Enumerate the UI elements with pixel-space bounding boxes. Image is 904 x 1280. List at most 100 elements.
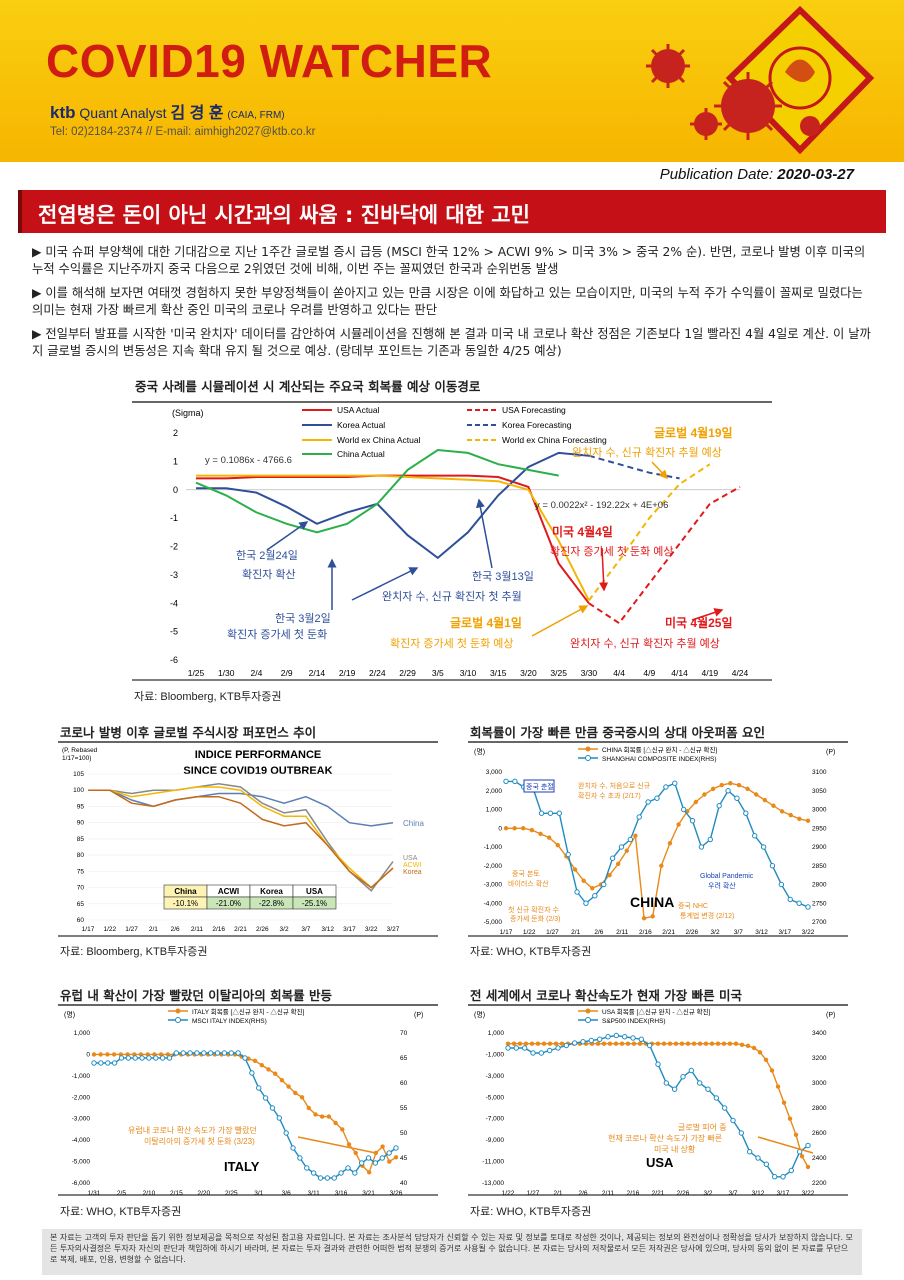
perf-table-header: Korea <box>260 887 283 896</box>
y2tick: 2200 <box>812 1180 827 1187</box>
main-series-world-ex-china-forecasting <box>588 463 711 602</box>
perf-xtick: 3/17 <box>343 926 356 933</box>
china-ann-a4: 첫 신규 확진자 수 <box>508 905 559 914</box>
ytick: -7,000 <box>486 1116 505 1123</box>
main-xtick: 3/30 <box>581 668 598 678</box>
index-point <box>636 814 642 820</box>
index-point <box>521 1045 528 1051</box>
report-header: COVID19 WATCHER ktb Quant Analyst 김 경 훈 … <box>0 0 904 162</box>
china-chart: (명) (P) CHINA 회복률 [△신규 완치 - △신규 확진] SHAN… <box>468 741 848 937</box>
perf-ytick: 95 <box>77 803 85 810</box>
perf-xtick: 2/26 <box>256 926 269 933</box>
recovery-point <box>793 1132 799 1137</box>
recovery-point <box>521 826 526 831</box>
recovery-point <box>511 1041 517 1046</box>
y2tick: 3000 <box>812 807 827 814</box>
china-ann-a2b: 확진자 수 초과 (2/17) <box>578 791 641 800</box>
main-series-korea-forecasting <box>588 454 680 480</box>
main-series-usa-actual <box>196 474 590 604</box>
recovery-point <box>366 1170 372 1175</box>
perf-xtick: 2/1 <box>149 926 158 933</box>
recovery-point <box>633 833 638 838</box>
index-point <box>696 1080 703 1086</box>
main-ytick: -6 <box>170 655 178 665</box>
analyst-contact: Tel: 02)2184-2374 // E-mail: aimhigh2027… <box>50 126 316 138</box>
italy-chart-title: 유럽 내 확산이 가장 빨랐던 이탈리아의 회복률 반등 <box>60 988 332 1003</box>
recovery-point <box>595 1041 601 1046</box>
ytick: 2,000 <box>486 788 503 795</box>
recovery-point <box>751 1045 757 1051</box>
y2tick: 2700 <box>812 919 827 926</box>
xtick: 1/17 <box>500 929 513 936</box>
xtick: 3/16 <box>335 1190 348 1197</box>
italy-ann2: 이탈리아의 증가세 첫 둔화 (3/23) <box>144 1136 255 1146</box>
y2tick: 2400 <box>812 1155 827 1162</box>
usa-legend1: USA 회복률 [△신규 완치 - △신규 확진] <box>602 1007 711 1016</box>
ann-g419b: 완치자 수, 신규 확진자 추월 예상 <box>572 446 722 459</box>
perf-xtick: 3/22 <box>365 926 378 933</box>
recovery-point <box>703 1041 709 1046</box>
recovery-point <box>667 1041 673 1046</box>
perf-xtick: 2/21 <box>234 926 247 933</box>
index-point <box>780 1174 786 1180</box>
index-point <box>512 778 518 785</box>
recovery-point <box>631 1041 637 1046</box>
recovery-point <box>505 1041 511 1046</box>
index-point <box>242 1055 248 1061</box>
index-point <box>763 1161 770 1167</box>
ann-k32b: 확진자 증가세 첫 둔화 <box>227 628 327 641</box>
recovery-point <box>503 826 509 831</box>
recovery-point <box>590 886 595 891</box>
y2tick: 2950 <box>812 825 827 832</box>
perf-ytick: 80 <box>77 852 85 859</box>
y2tick: 45 <box>400 1155 408 1162</box>
xtick: 2/11 <box>616 929 629 936</box>
ann-u425a: 미국 4월25일 <box>665 615 733 630</box>
index-point <box>338 1170 344 1176</box>
perf-table-header: China <box>174 887 197 896</box>
xtick: 2/20 <box>197 1190 210 1197</box>
ann-k32a: 한국 3월2일 <box>275 611 331 625</box>
xtick: 3/6 <box>282 1190 291 1197</box>
ytick: 0 <box>498 825 502 832</box>
y2tick: 2850 <box>812 863 827 870</box>
ann-u425b: 완치자 수, 신규 확진자 추월 예상 <box>570 637 720 650</box>
y2tick: 60 <box>400 1080 408 1087</box>
italy-chart-source: 자료: WHO, KTB투자증권 <box>60 1206 182 1218</box>
xtick: 3/21 <box>362 1190 375 1197</box>
index-point <box>111 1060 118 1066</box>
perf-ytick: 100 <box>73 787 84 794</box>
index-point <box>596 1036 603 1042</box>
index-point <box>571 1040 578 1046</box>
analyst-name: 김 경 훈 <box>170 105 224 122</box>
recovery-point <box>340 1127 345 1132</box>
xtick: 3/22 <box>802 1190 815 1197</box>
perf-ytick: 75 <box>77 868 85 875</box>
index-point <box>755 1155 761 1161</box>
recovery-point <box>721 1041 727 1046</box>
main-xtick: 2/29 <box>399 668 416 678</box>
index-point <box>159 1055 166 1061</box>
xtick: 1/22 <box>523 929 536 936</box>
main-xtick: 4/24 <box>732 668 749 678</box>
perf-chart: (P, Rebased 1/17=100) INDICE PERFORMANCE… <box>58 741 438 937</box>
ytick: -4,000 <box>484 900 503 907</box>
main-series-world-ex-china-actual <box>196 474 590 601</box>
main-series-korea-actual <box>196 451 589 560</box>
index-point <box>324 1175 331 1181</box>
xtick: 1/22 <box>502 1190 515 1197</box>
recovery-point <box>252 1058 258 1064</box>
index-point <box>730 1117 736 1124</box>
index-point <box>805 904 811 910</box>
recovery-point <box>625 1041 631 1046</box>
y2tick: 2800 <box>812 1105 827 1112</box>
recovery-point <box>555 842 560 848</box>
china-ann-a4b: 증가세 둔화 (2/3) <box>510 914 560 923</box>
recovery-point <box>393 1155 399 1160</box>
recovery-point <box>607 1041 613 1046</box>
xtick: 3/7 <box>734 929 743 936</box>
recovery-line <box>94 1053 397 1174</box>
index-point <box>132 1055 138 1061</box>
main-eq2: y = 0.0022x² - 192.22x + 4E+06 <box>535 500 668 511</box>
recovery-point <box>293 1090 298 1096</box>
